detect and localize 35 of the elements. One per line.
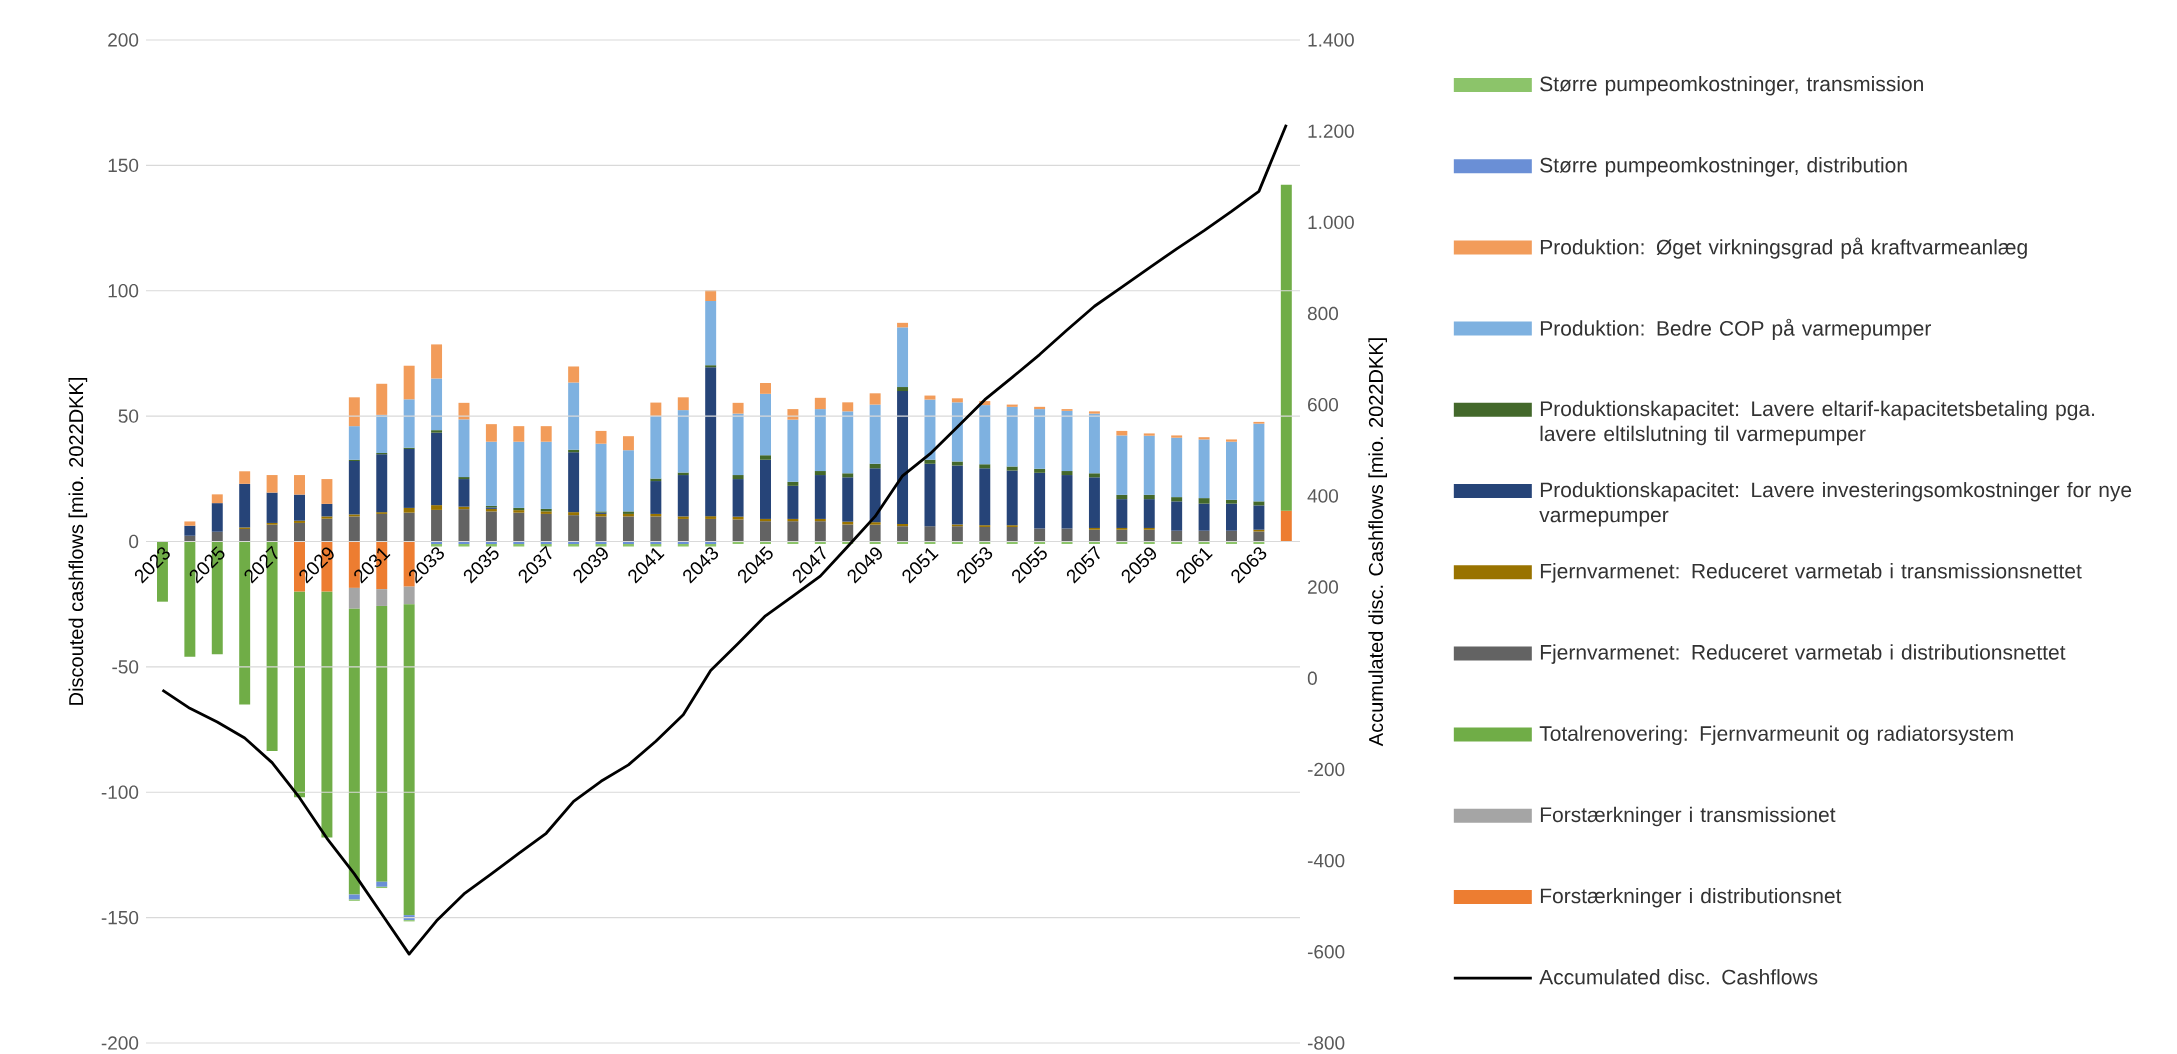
y-tick-label: -50 [112,660,139,674]
y2-tick-label: 600 [1308,397,1339,412]
legend-label: Forstærkninger i distributionsnet [1540,887,1842,908]
y2-tick-label: 1.200 [1308,124,1354,138]
y2-tick-label: 400 [1307,489,1339,503]
y2-tick-label: 1.400 [1308,33,1354,47]
y-tick-label: -100 [101,785,139,799]
legend-label: Accumulated disc. Cashflows [1539,969,1818,985]
y2-tick-label: -600 [1307,945,1345,959]
y-tick-label: 150 [108,158,139,173]
legend-label: Fjernvarmenet: Reduceret varmetab i distributionsnettet [1540,644,2066,664]
legend-label: Produktion: Bedre COP på varmepumper [1540,318,1931,340]
legend-label: Forstærkninger i transmissionet [1540,806,1836,827]
legend-label: Produktion: Øget virkningsgrad på kraftvarmeanlæg [1540,237,2027,259]
legend-label: Større pumpeomkostninger, transmission [1540,75,1923,96]
y-tick-label: 50 [118,409,139,423]
y-tick-label: -150 [101,910,139,925]
y-tick-label: 200 [108,33,139,47]
legend-label: Fjernvarmenet: Reduceret varmetab i transmissionsnettet [1540,563,2082,583]
y-tick-label: 0 [129,534,139,549]
y-axis-title: Discouted cashflows [mio. 2022DKK] [68,378,88,705]
y-tick-label: 100 [108,284,139,298]
y2-tick-label: 1.000 [1308,215,1354,230]
y2-tick-label: 0 [1307,671,1317,685]
legend-label: Større pumpeomkostninger, distribution [1540,157,1907,177]
y2-tick-label: 800 [1307,306,1339,321]
y2-tick-label: -800 [1307,1036,1345,1050]
y2-tick-label: 200 [1308,580,1339,594]
y2-tick-label: -400 [1307,853,1345,868]
legend-label: Produktionskapacitet: Lavere investeringsomkostninger for nye varmepumper [1539,481,2132,527]
y2-axis-title: Accumulated disc. Cashflows [mio. 2022DKK] [1368,338,1387,747]
legend-label: Produktionskapacitet: Lavere eltarif-kapacitetsbetaling pga. lavere eltilslutning til varmepumper [1540,400,2095,446]
y2-tick-label: -200 [1307,762,1345,777]
y-tick-label: -200 [101,1036,139,1050]
legend-label: Totalrenovering: Fjernvarmeunit og radiatorsystem [1539,725,2013,746]
